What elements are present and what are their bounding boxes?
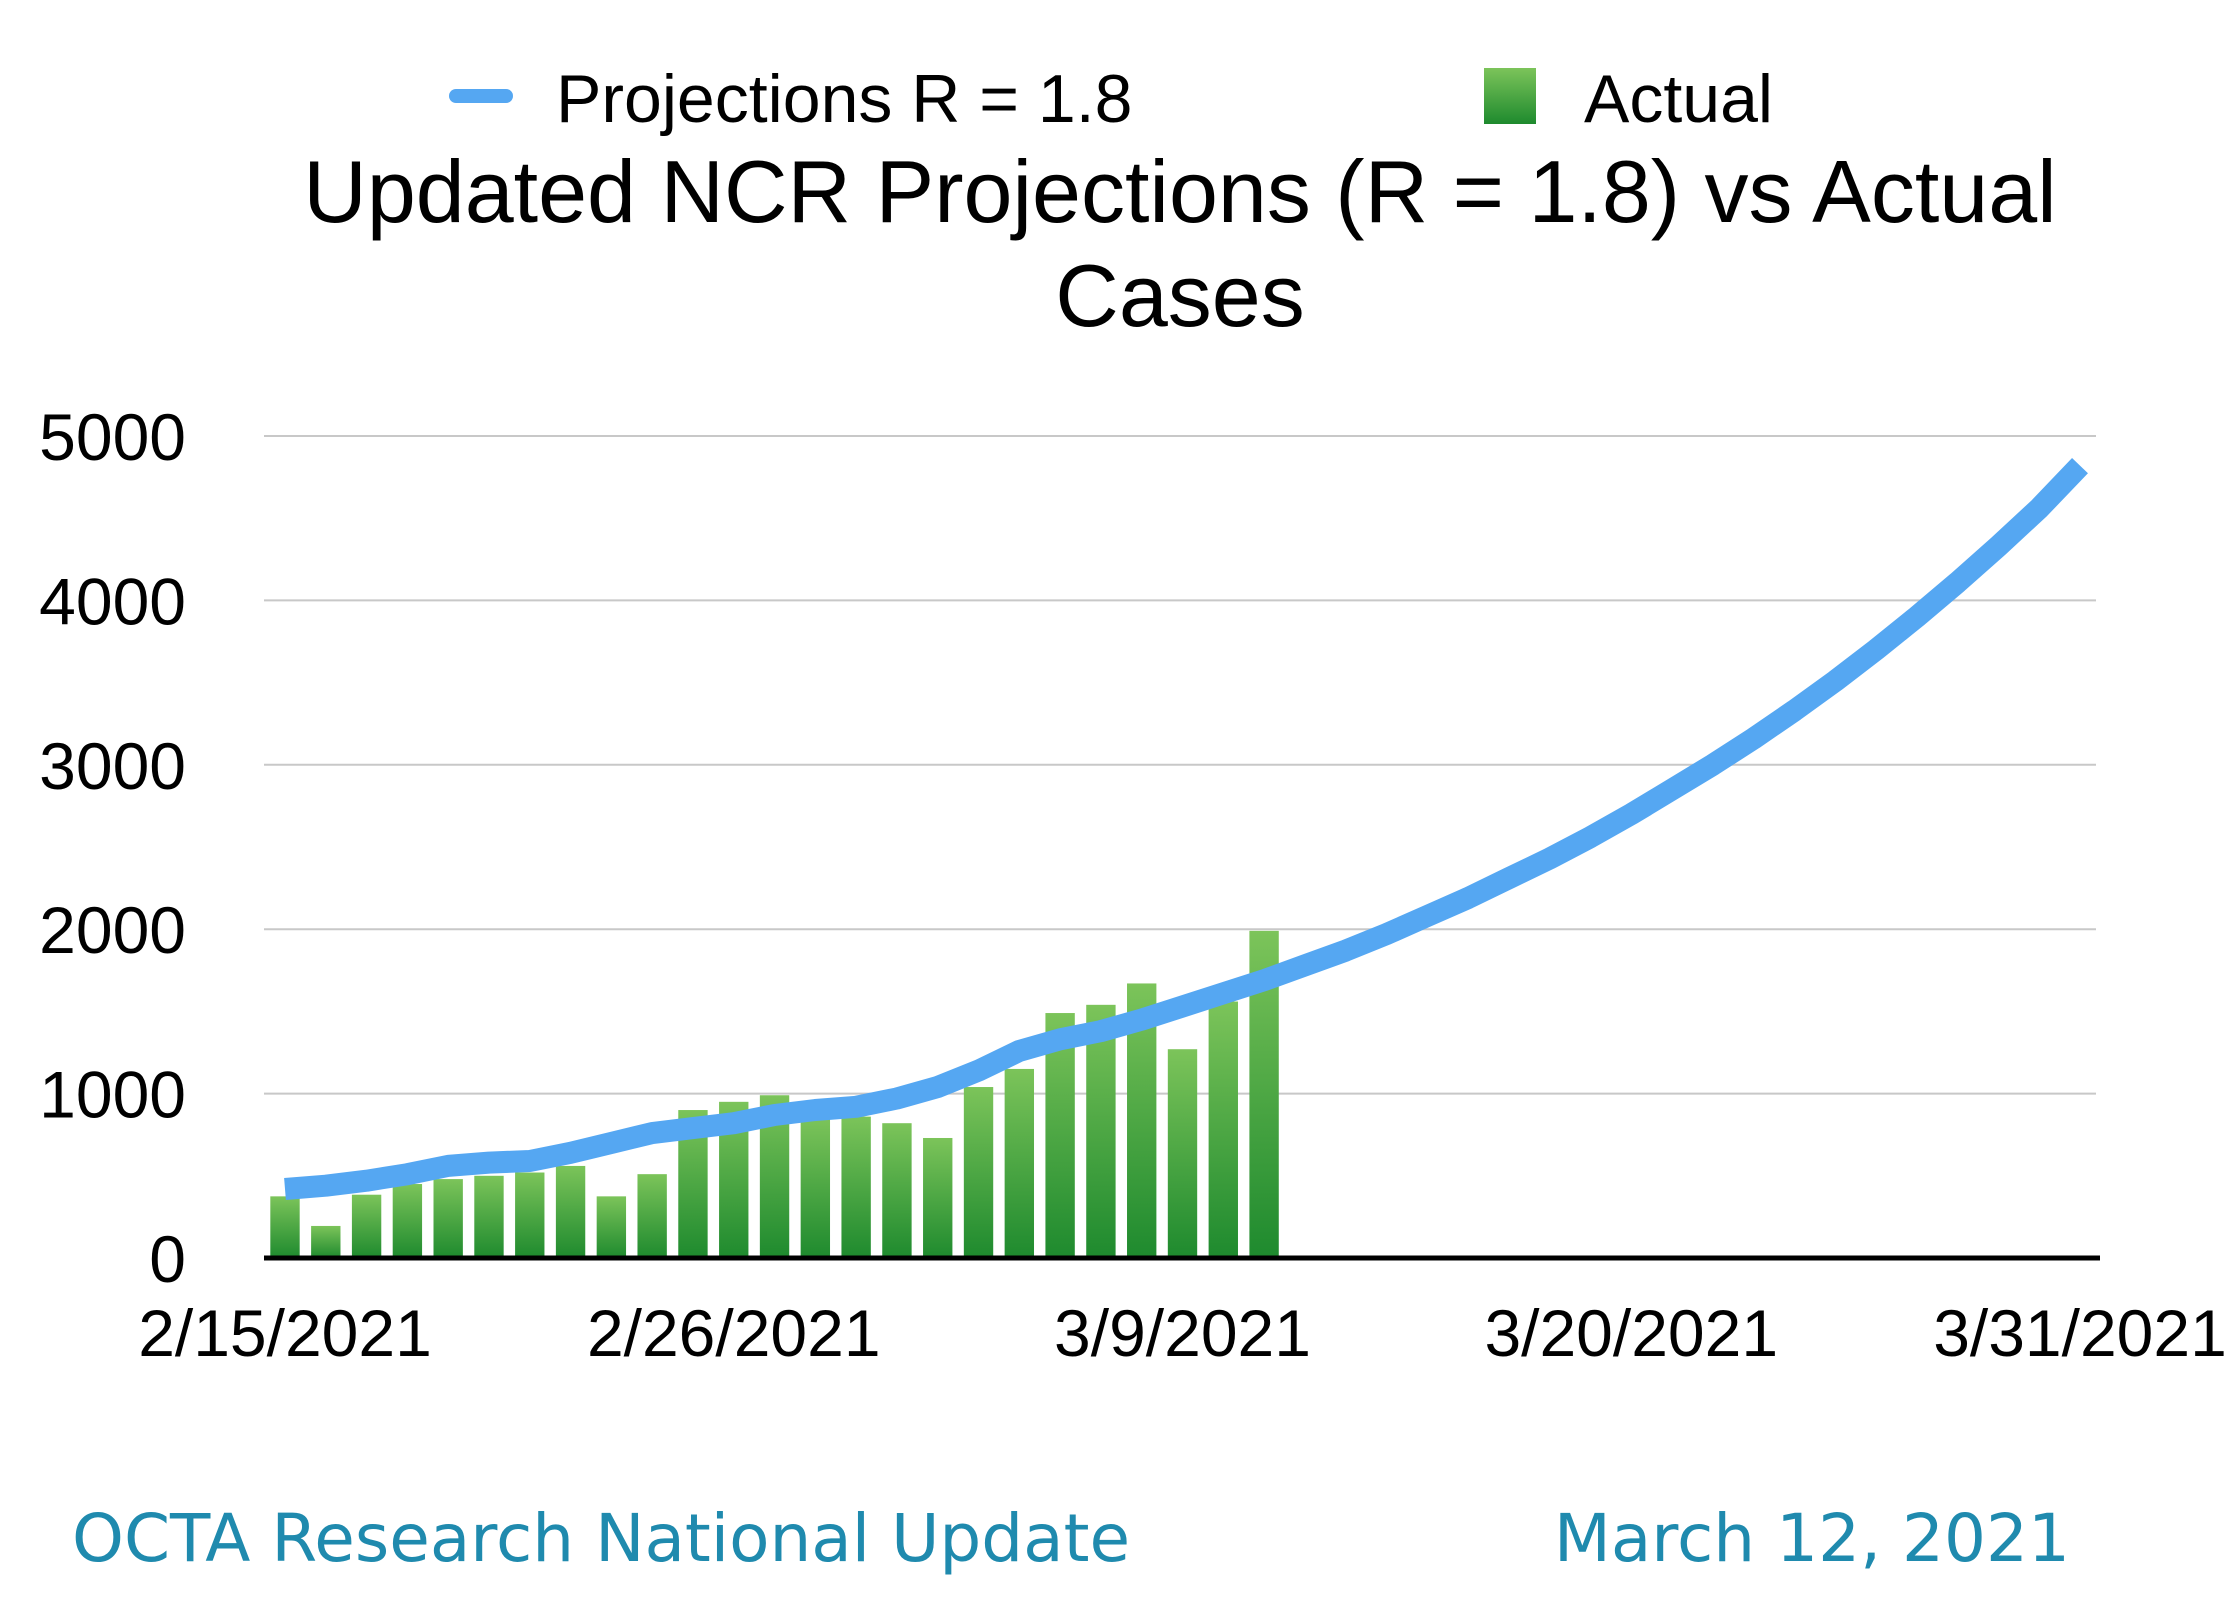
y-tick-label: 4000 (39, 564, 186, 638)
legend-label-actual: Actual (1584, 61, 1773, 137)
bar (555, 1165, 586, 1258)
y-tick-label: 1000 (39, 1058, 186, 1132)
footer-source: OCTA Research National Update (72, 1500, 1131, 1577)
bar (841, 1116, 871, 1258)
bar (1086, 1004, 1116, 1258)
y-axis-ticks: 0 1000 2000 3000 4000 5000 (39, 400, 186, 1296)
y-tick-label: 2000 (39, 893, 186, 967)
bar (637, 1174, 667, 1258)
bar (963, 1087, 994, 1258)
x-axis-ticks: 2/15/2021 2/26/2021 3/9/2021 3/20/2021 3/31/… (138, 1296, 2227, 1370)
bar (392, 1184, 423, 1258)
bar (270, 1196, 300, 1258)
y-tick-label: 5000 (39, 400, 186, 474)
x-tick-label: 3/31/2021 (1933, 1296, 2227, 1370)
x-tick-label: 3/9/2021 (1054, 1296, 1311, 1370)
y-tick-label: 0 (149, 1222, 186, 1296)
bar (596, 1196, 627, 1258)
bar (923, 1137, 953, 1258)
bar (1208, 1001, 1238, 1258)
x-tick-label: 2/26/2021 (587, 1296, 881, 1370)
chart-title-line2: Cases (1055, 246, 1304, 345)
bar (474, 1175, 504, 1258)
chart-title-line1: Updated NCR Projections (R = 1.8) vs Act… (303, 142, 2056, 241)
x-tick-label: 2/15/2021 (138, 1296, 432, 1370)
bar (1167, 1049, 1198, 1258)
bar (311, 1225, 341, 1258)
bar (882, 1123, 912, 1258)
legend-label-projections: Projections R = 1.8 (556, 61, 1132, 137)
legend-bar-swatch (1484, 68, 1536, 124)
gridlines (264, 435, 2096, 1095)
bar (1045, 1013, 1075, 1258)
bar (351, 1194, 382, 1258)
bar (1004, 1068, 1035, 1258)
footer-date: March 12, 2021 (1553, 1500, 2070, 1577)
projection-series-line (284, 458, 2088, 1200)
projection-line (284, 458, 2088, 1200)
bar (433, 1179, 463, 1258)
x-tick-label: 3/20/2021 (1484, 1296, 1778, 1370)
bar (515, 1172, 545, 1258)
legend: Projections R = 1.8 Actual (449, 61, 1773, 137)
bar (800, 1118, 831, 1258)
y-tick-label: 3000 (39, 729, 186, 803)
